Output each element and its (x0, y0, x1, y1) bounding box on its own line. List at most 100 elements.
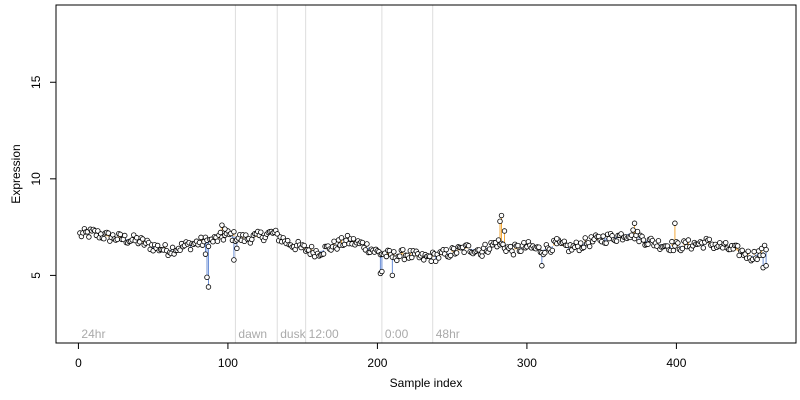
stems (83, 215, 767, 287)
data-point (600, 233, 606, 239)
data-point (222, 226, 228, 232)
data-point (645, 241, 651, 247)
data-point (581, 244, 587, 251)
data-point (549, 247, 556, 254)
data-point (231, 257, 237, 263)
y-tick-label: 5 (29, 272, 43, 279)
phase-label: 48hr (436, 327, 460, 341)
data-point (217, 229, 224, 236)
data-point (685, 237, 692, 243)
data-point (231, 229, 237, 235)
data-point (751, 248, 757, 255)
data-point (636, 238, 642, 245)
data-point (672, 220, 678, 226)
data-point (578, 240, 584, 246)
data-point (436, 255, 442, 261)
data-point (214, 238, 221, 244)
data-point (754, 256, 760, 263)
data-point (397, 253, 403, 259)
data-point (187, 246, 194, 253)
x-tick-label: 300 (517, 356, 537, 370)
x-axis-label: Sample index (390, 376, 463, 390)
data-point (344, 232, 351, 239)
data-point (618, 231, 624, 237)
data-point (204, 274, 210, 281)
data-point (763, 263, 769, 269)
data-point (497, 218, 503, 225)
data-point (433, 258, 439, 265)
y-axis-label: Expression (9, 144, 23, 203)
data-point (308, 243, 315, 250)
data-point (389, 272, 396, 279)
data-point (486, 246, 493, 252)
data-point (391, 249, 397, 255)
data-point (177, 247, 183, 253)
y-axis: 5 10 15 (29, 75, 57, 279)
data-point (495, 237, 502, 243)
data-point (210, 239, 216, 245)
data-point (331, 238, 337, 245)
data-point (134, 235, 140, 241)
data-point (501, 228, 508, 234)
data-point (154, 242, 161, 249)
data-point (630, 227, 636, 233)
data-point (700, 245, 707, 251)
data-point (739, 247, 745, 254)
data-point (763, 246, 769, 253)
data-point (450, 245, 457, 252)
data-point (542, 250, 548, 256)
phase-label: 24hr (81, 327, 105, 341)
data-point (760, 252, 766, 258)
data-point (301, 242, 307, 249)
x-tick-label: 100 (218, 356, 238, 370)
data-point (634, 228, 641, 235)
y-tick-label: 10 (29, 172, 43, 186)
data-point (383, 253, 390, 260)
data-point (461, 249, 467, 256)
data-point (670, 247, 677, 254)
data-point (675, 240, 681, 246)
data-point (631, 220, 638, 226)
data-point (219, 222, 225, 228)
data-point (745, 248, 751, 255)
x-tick-label: 200 (367, 356, 387, 370)
x-tick-label: 400 (666, 356, 686, 370)
data-point (105, 230, 112, 236)
data-point (364, 241, 370, 247)
data-point (162, 242, 168, 248)
data-point (465, 243, 472, 249)
data-point (706, 236, 712, 243)
data-point (205, 284, 212, 290)
data-point (443, 246, 449, 253)
data-point (86, 234, 92, 240)
data-point (234, 245, 240, 252)
data-point (447, 252, 454, 259)
data-point (582, 235, 588, 241)
phase-label: dawn (238, 327, 267, 341)
data-point (723, 239, 729, 246)
phase-label: 12:00 (309, 327, 339, 341)
phase-label: dusk (280, 327, 306, 341)
data-point (205, 243, 212, 250)
data-points (77, 212, 769, 290)
data-point (428, 258, 434, 264)
data-point (114, 236, 120, 243)
data-point (539, 263, 545, 269)
x-axis: 0 100 200 300 400 (75, 342, 687, 370)
data-point (603, 240, 609, 246)
plot-frame (55, 4, 797, 344)
data-point (101, 236, 107, 242)
data-point (117, 231, 123, 238)
y-tick-label: 15 (29, 75, 43, 89)
phase-labels: 24hr dawn dusk 12:00 0:00 48hr (81, 327, 459, 341)
data-point (350, 236, 357, 242)
data-point (669, 238, 675, 245)
data-point (258, 229, 264, 235)
data-point (515, 242, 521, 249)
data-point (479, 253, 485, 259)
data-point (521, 239, 527, 246)
data-point (510, 252, 517, 258)
data-point (400, 246, 406, 253)
data-point (122, 232, 128, 239)
